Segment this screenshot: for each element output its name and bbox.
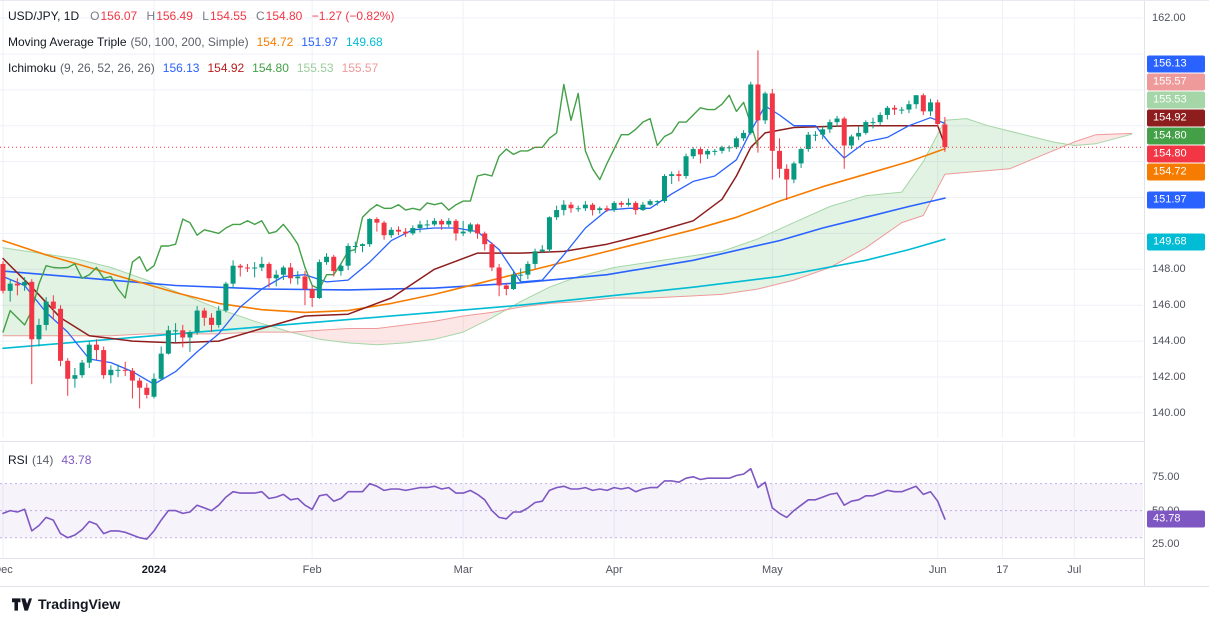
price-badge: 156.13 xyxy=(1147,55,1205,73)
rsi-value: 43.78 xyxy=(61,452,92,467)
pane-divider[interactable] xyxy=(0,441,1209,442)
ma100-value: 151.97 xyxy=(301,34,338,49)
rsi-legend-row[interactable]: RSI (14) 43.78 xyxy=(8,450,91,469)
close-value: 154.80 xyxy=(265,8,303,23)
symbol-title: USD/JPY, 1D xyxy=(8,8,80,23)
main-chart-canvas[interactable] xyxy=(0,1,1143,438)
ma-indicator-params: (50, 100, 200, Simple) xyxy=(130,34,249,49)
high-value: 156.49 xyxy=(156,8,193,23)
time-axis-label: 2024 xyxy=(141,564,167,576)
ichimoku-indicator-params: (9, 26, 52, 26, 26) xyxy=(60,60,155,75)
rsi-chart-canvas[interactable] xyxy=(0,443,1143,558)
time-axis-label: Feb xyxy=(302,564,322,576)
kijun-value: 154.92 xyxy=(207,60,245,75)
tradingview-logo[interactable]: TradingView xyxy=(12,596,120,612)
price-axis-label: 148.00 xyxy=(1152,263,1186,276)
high-label: H xyxy=(146,8,156,23)
price-axis-label: 142.00 xyxy=(1152,370,1186,383)
rsi-indicator-title: RSI xyxy=(8,452,29,467)
price-badge: 155.57 xyxy=(1147,73,1205,91)
price-axis-label: 140.00 xyxy=(1152,406,1186,419)
price-axis-label: 146.00 xyxy=(1152,299,1186,312)
chikou-value: 154.80 xyxy=(252,60,289,75)
ohlc-values: O156.07 H156.49 L154.55 C154.80 −1.27 (−… xyxy=(84,9,394,23)
ichimoku-legend-row[interactable]: Ichimoku (9, 26, 52, 26, 26) 156.13 154.… xyxy=(8,58,394,77)
rsi-indicator-params: (14) xyxy=(32,452,54,467)
time-axis-label: 17 xyxy=(996,564,1009,576)
time-axis[interactable]: Dec 2024 Feb Mar Apr May Jun 17 Jul xyxy=(0,559,1143,585)
ma-legend-row[interactable]: Moving Average Triple (50, 100, 200, Sim… xyxy=(8,32,394,51)
rsi-axis-label: 25.00 xyxy=(1152,538,1180,551)
price-badge: 154.80 xyxy=(1147,145,1205,163)
time-axis-label: Jun xyxy=(928,564,947,576)
time-axis-label: Dec xyxy=(0,564,13,576)
low-label: L xyxy=(202,8,209,23)
tenkan-value: 156.13 xyxy=(162,60,200,75)
senkou-a-value: 155.53 xyxy=(296,60,334,75)
symbol-legend-row[interactable]: USD/JPY, 1D O156.07 H156.49 L154.55 C154… xyxy=(8,6,394,25)
price-badge: 154.92 xyxy=(1147,109,1205,127)
main-legend: USD/JPY, 1D O156.07 H156.49 L154.55 C154… xyxy=(8,6,394,84)
tradingview-logo-text: TradingView xyxy=(38,596,121,612)
ma200-value: 149.68 xyxy=(346,34,383,49)
change-value: −1.27 (−0.82%) xyxy=(311,8,395,23)
open-value: 156.07 xyxy=(100,8,138,23)
time-axis-label: Jul xyxy=(1067,564,1082,576)
time-axis-label: Mar xyxy=(453,564,473,576)
price-axis-label: 144.00 xyxy=(1152,335,1186,348)
ichimoku-indicator-title: Ichimoku xyxy=(8,60,57,75)
price-badge: 154.72 xyxy=(1147,163,1205,181)
price-badge: 149.68 xyxy=(1147,233,1205,251)
rsi-legend: RSI (14) 43.78 xyxy=(8,450,91,476)
time-axis-label: May xyxy=(761,564,783,576)
price-badge: 154.80 xyxy=(1147,127,1205,145)
time-axis-divider xyxy=(0,558,1209,559)
ma50-value: 154.72 xyxy=(256,34,294,49)
price-badge: 155.53 xyxy=(1147,91,1205,109)
chart-bottom-border xyxy=(0,586,1209,587)
price-axis-label: 162.00 xyxy=(1152,12,1186,25)
senkou-b-value: 155.57 xyxy=(341,60,379,75)
price-badge: 151.97 xyxy=(1147,191,1205,209)
price-axis[interactable]: 162.00 148.00 146.00 144.00 142.00 140.00 156.… xyxy=(1144,1,1209,586)
ma-indicator-title: Moving Average Triple xyxy=(8,34,127,49)
tradingview-logo-icon xyxy=(12,597,32,611)
rsi-axis-label: 75.00 xyxy=(1152,470,1180,483)
rsi-value-badge: 43.78 xyxy=(1147,510,1205,528)
low-value: 154.55 xyxy=(209,8,247,23)
time-axis-label: Apr xyxy=(605,564,623,576)
close-label: C xyxy=(255,8,265,23)
open-label: O xyxy=(90,8,100,23)
